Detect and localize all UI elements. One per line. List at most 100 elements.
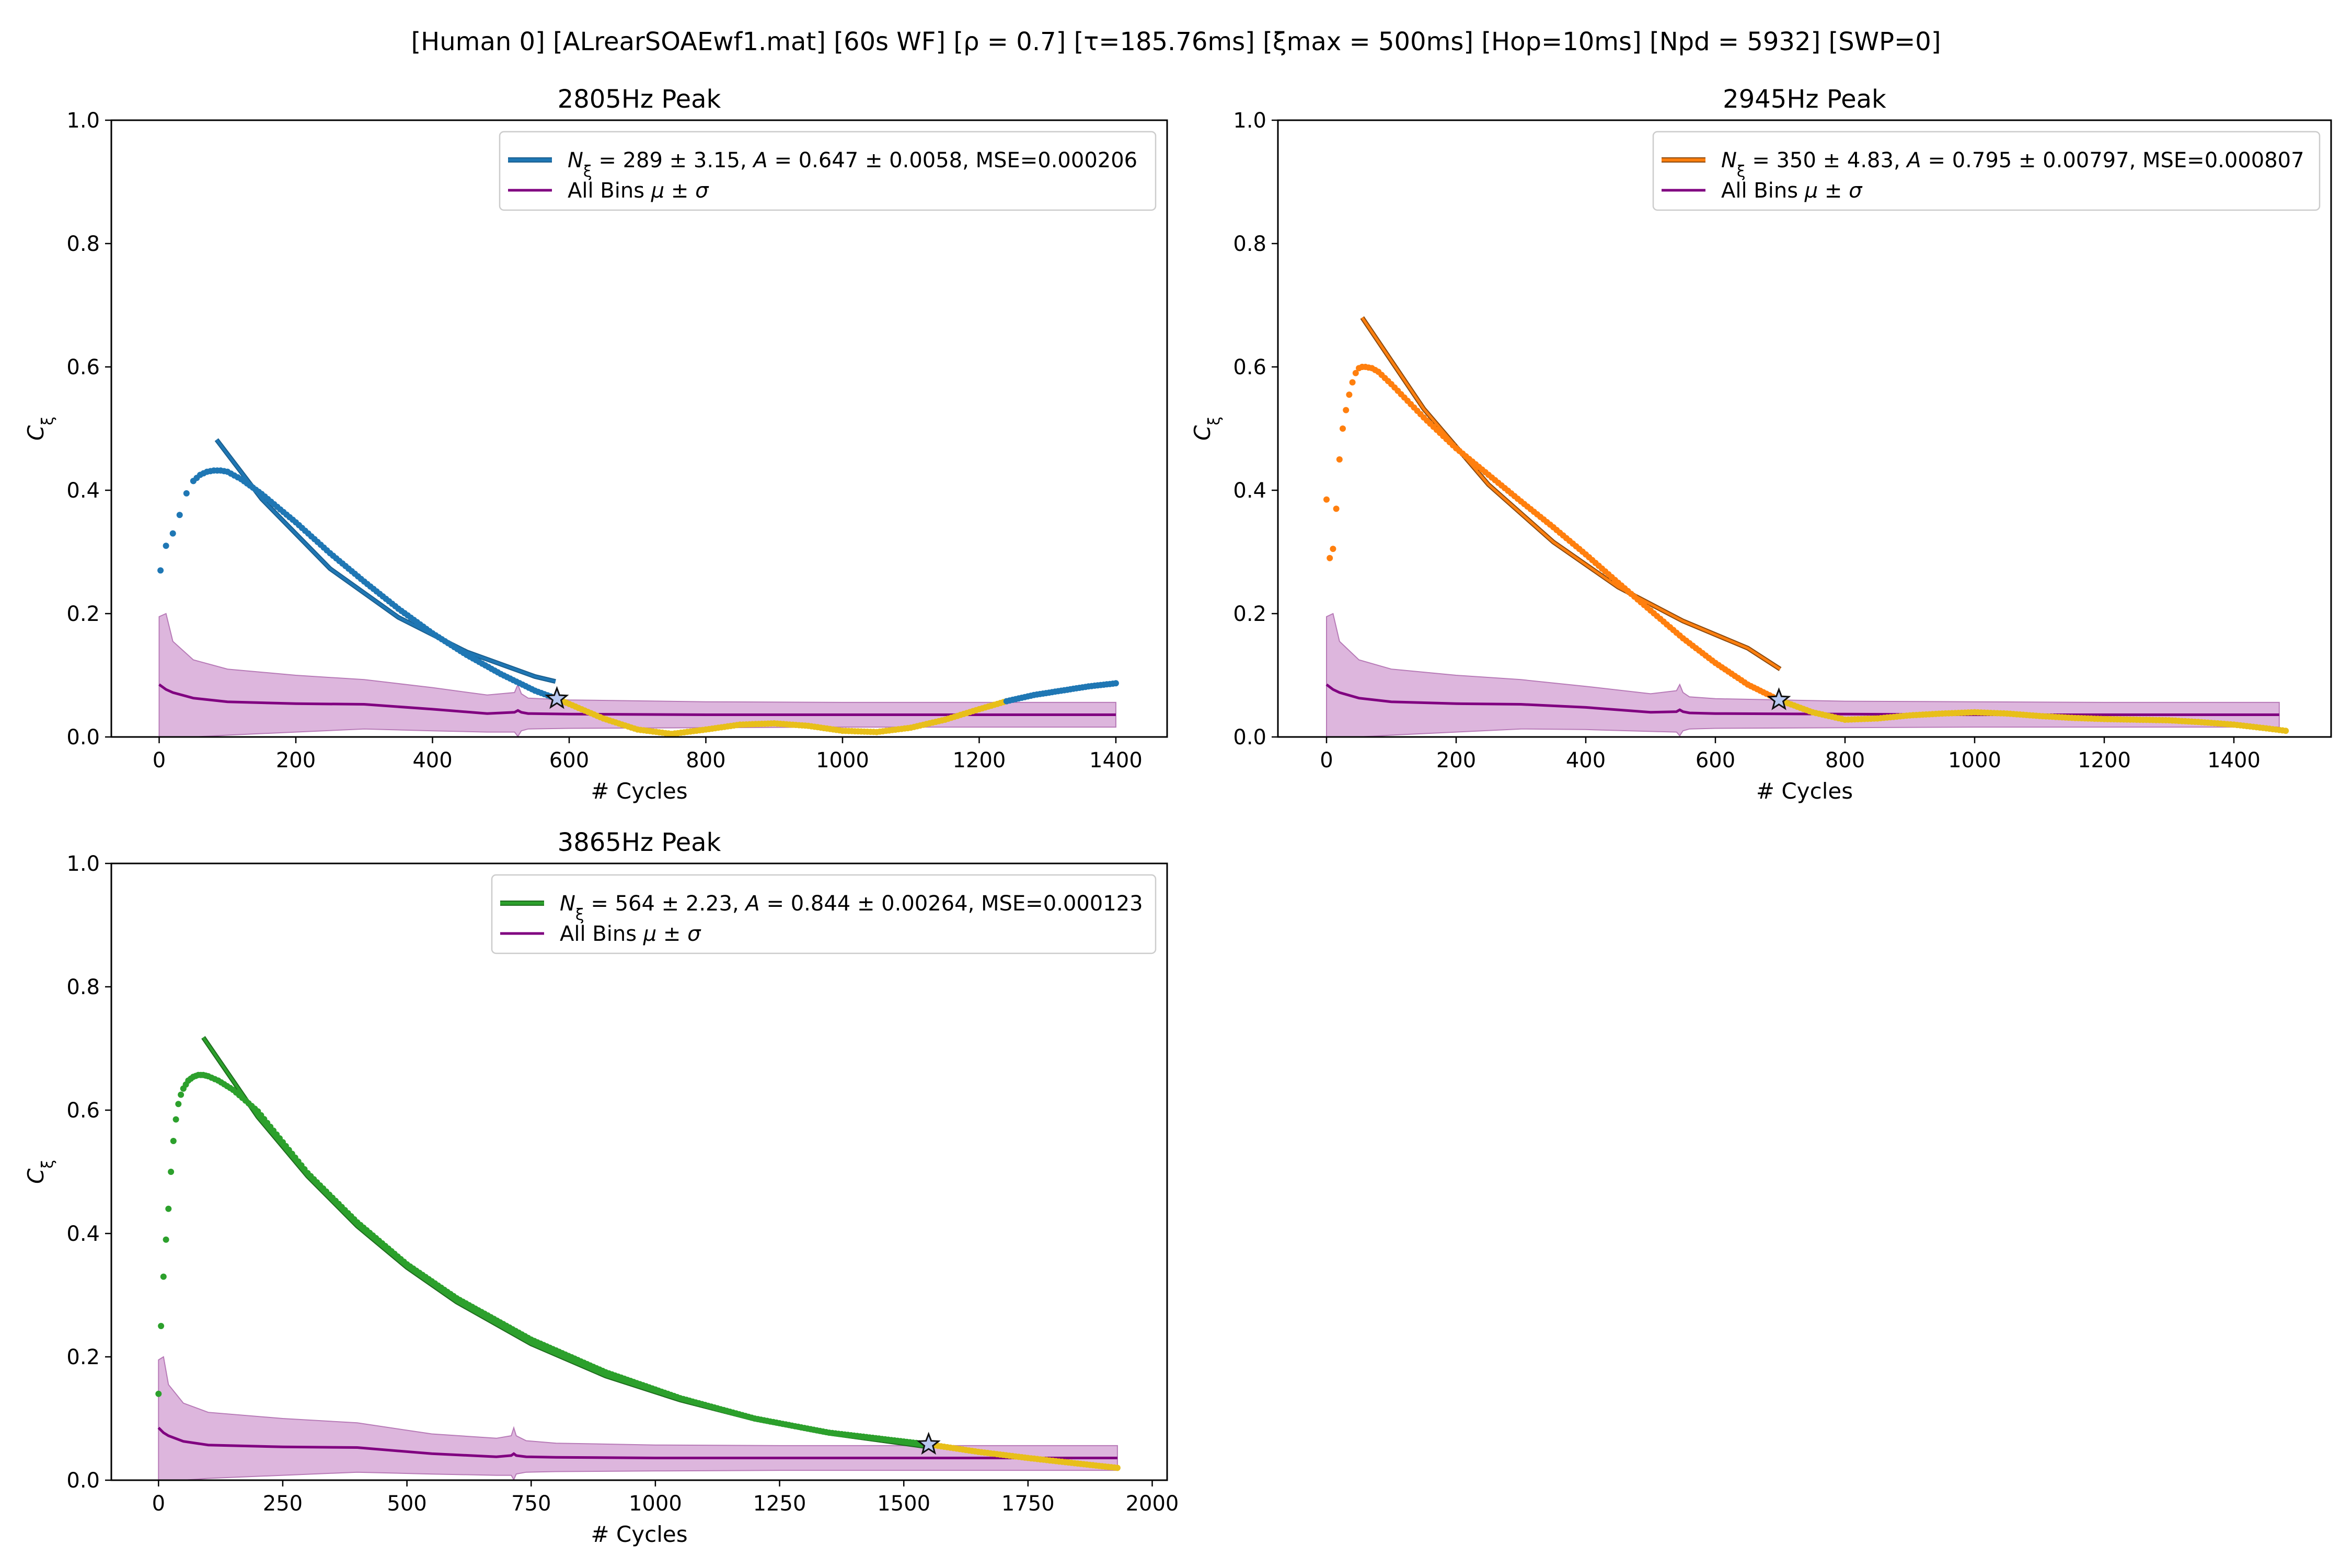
x-tick-label: 1400: [1089, 748, 1143, 773]
data-point: [169, 530, 176, 537]
x-tick-label: 1000: [629, 1492, 682, 1516]
y-axis-label: Cξ: [23, 1160, 57, 1184]
legend: Nξ = 289 ± 3.15, A = 0.647 ± 0.0058, MSE…: [499, 131, 1157, 211]
figure-suptitle: [Human 0] [ALrearSOAEwf1.mat] [60s WF] […: [411, 27, 1941, 56]
data-point: [183, 490, 190, 497]
data-point: [1327, 555, 1333, 561]
data-point: [168, 1169, 175, 1175]
star-marker: [1767, 687, 1791, 710]
axes-frame: [1277, 119, 2332, 738]
legend-box: [1652, 131, 2321, 211]
panel-2: 0 200 400 600 800 1000 1200 1400 0.0 0.2 0.4 0.6 0.8…: [1190, 85, 2332, 804]
y-tick-label: 0.0: [66, 1469, 100, 1493]
legend-bins-label: All Bins μ ± σ: [568, 179, 709, 203]
x-tick-label: 1250: [753, 1492, 806, 1516]
data-point: [1336, 456, 1343, 463]
x-tick-label: 200: [276, 748, 316, 773]
y-tick-label: 1.0: [66, 852, 100, 876]
data-point: [178, 1091, 185, 1098]
x-tick-label: 1200: [2078, 748, 2131, 773]
data-point: [1340, 425, 1346, 432]
panel-3: 0 250 500 750 1000 1250 1500 1750 2000 0.0 0.2 0.4 0…: [23, 828, 1179, 1547]
tail-data-point: [2282, 728, 2289, 734]
y-tick-label: 0.0: [1233, 725, 1266, 750]
plot-area: [1323, 316, 2289, 737]
x-tick-label: 1000: [1948, 748, 2001, 773]
fit-curve: [215, 439, 556, 683]
y-tick-label: 1.0: [66, 109, 100, 133]
all-bins-mean-line: [158, 683, 1116, 716]
x-tick-label: 500: [387, 1492, 426, 1516]
x-axis-label: # Cycles: [1756, 778, 1853, 804]
legend-fit-label: Nξ = 289 ± 3.15, A = 0.647 ± 0.0058, MSE…: [568, 148, 1137, 181]
data-point: [1346, 391, 1353, 398]
x-tick-label: 200: [1436, 748, 1476, 773]
fit-curve-outline: [1360, 316, 1782, 671]
tail-data-point: [1114, 1465, 1121, 1471]
data-point: [1333, 505, 1340, 512]
all-bins-mean-line: [157, 1426, 1117, 1459]
x-tick-label: 750: [511, 1492, 551, 1516]
axes-frame: [110, 119, 1168, 738]
x-tick-label: 800: [686, 748, 725, 773]
legend-box: [491, 874, 1157, 954]
y-tick-label: 1.0: [1233, 109, 1266, 133]
x-tick-label: 800: [1825, 748, 1865, 773]
fit-curve-outline: [201, 1036, 929, 1449]
legend: Nξ = 564 ± 2.23, A = 0.844 ± 0.00264, MS…: [491, 874, 1157, 954]
y-tick-label: 0.4: [66, 479, 100, 503]
data-point: [1330, 546, 1336, 552]
y-tick-label: 0.8: [1233, 232, 1266, 256]
axes-frame: [110, 862, 1168, 1481]
all-bins-band: [158, 613, 1116, 737]
data-point: [155, 1390, 162, 1397]
x-tick-label: 2000: [1126, 1492, 1179, 1516]
panel-title: 2945Hz Peak: [1723, 85, 1886, 114]
y-tick-label: 0.2: [1233, 602, 1266, 626]
y-tick-label: 0.8: [66, 975, 100, 999]
y-tick-label: 0.8: [66, 232, 100, 256]
y-tick-label: 0.4: [1233, 479, 1266, 503]
x-tick-label: 600: [549, 748, 589, 773]
x-tick-label: 0: [1320, 748, 1333, 773]
all-bins-band: [158, 1356, 1118, 1480]
panel-1: 0 200 400 600 800 1000 1200 1400 0.0 0.2 0.4 0.6 0.8…: [23, 85, 1168, 804]
x-tick-label: 1750: [1001, 1492, 1055, 1516]
data-point: [172, 1116, 179, 1123]
fit-curve: [1361, 317, 1781, 671]
legend-bins-label: All Bins μ ± σ: [560, 922, 701, 946]
x-tick-label: 1400: [2207, 748, 2261, 773]
data-point: [163, 1236, 169, 1243]
x-tick-label: 1200: [953, 748, 1006, 773]
legend-fit-label: Nξ = 350 ± 4.83, A = 0.795 ± 0.00797, MS…: [1721, 148, 2304, 181]
data-point: [160, 1273, 167, 1280]
data-point: [170, 1138, 177, 1144]
data-point: [1349, 379, 1356, 386]
data-point: [176, 512, 183, 518]
legend-bins-label: All Bins μ ± σ: [1721, 179, 1863, 203]
data-point: [1343, 407, 1350, 413]
x-tick-label: 400: [412, 748, 452, 773]
legend: Nξ = 350 ± 4.83, A = 0.795 ± 0.00797, MS…: [1652, 131, 2321, 211]
plot-area: [155, 1036, 1121, 1480]
x-tick-label: 1500: [877, 1492, 930, 1516]
y-tick-label: 0.4: [66, 1222, 100, 1246]
data-point: [1352, 370, 1359, 376]
data-point: [158, 1323, 165, 1329]
panel-title: 2805Hz Peak: [558, 85, 721, 114]
y-tick-label: 0.6: [1233, 355, 1266, 379]
x-tick-label: 400: [1566, 748, 1606, 773]
panel-title: 3865Hz Peak: [558, 828, 721, 857]
fit-curve: [202, 1036, 929, 1448]
y-tick-label: 0.2: [66, 1345, 100, 1369]
data-point: [175, 1101, 182, 1108]
plot-area: [157, 438, 1119, 737]
x-tick-label: 0: [152, 1492, 165, 1516]
data-point: [157, 567, 164, 574]
x-tick-label: 0: [153, 748, 166, 773]
y-tick-label: 0.0: [66, 725, 100, 750]
x-tick-label: 250: [263, 1492, 303, 1516]
y-tick-label: 0.2: [66, 602, 100, 626]
legend-fit-label: Nξ = 564 ± 2.23, A = 0.844 ± 0.00264, MS…: [560, 892, 1143, 924]
